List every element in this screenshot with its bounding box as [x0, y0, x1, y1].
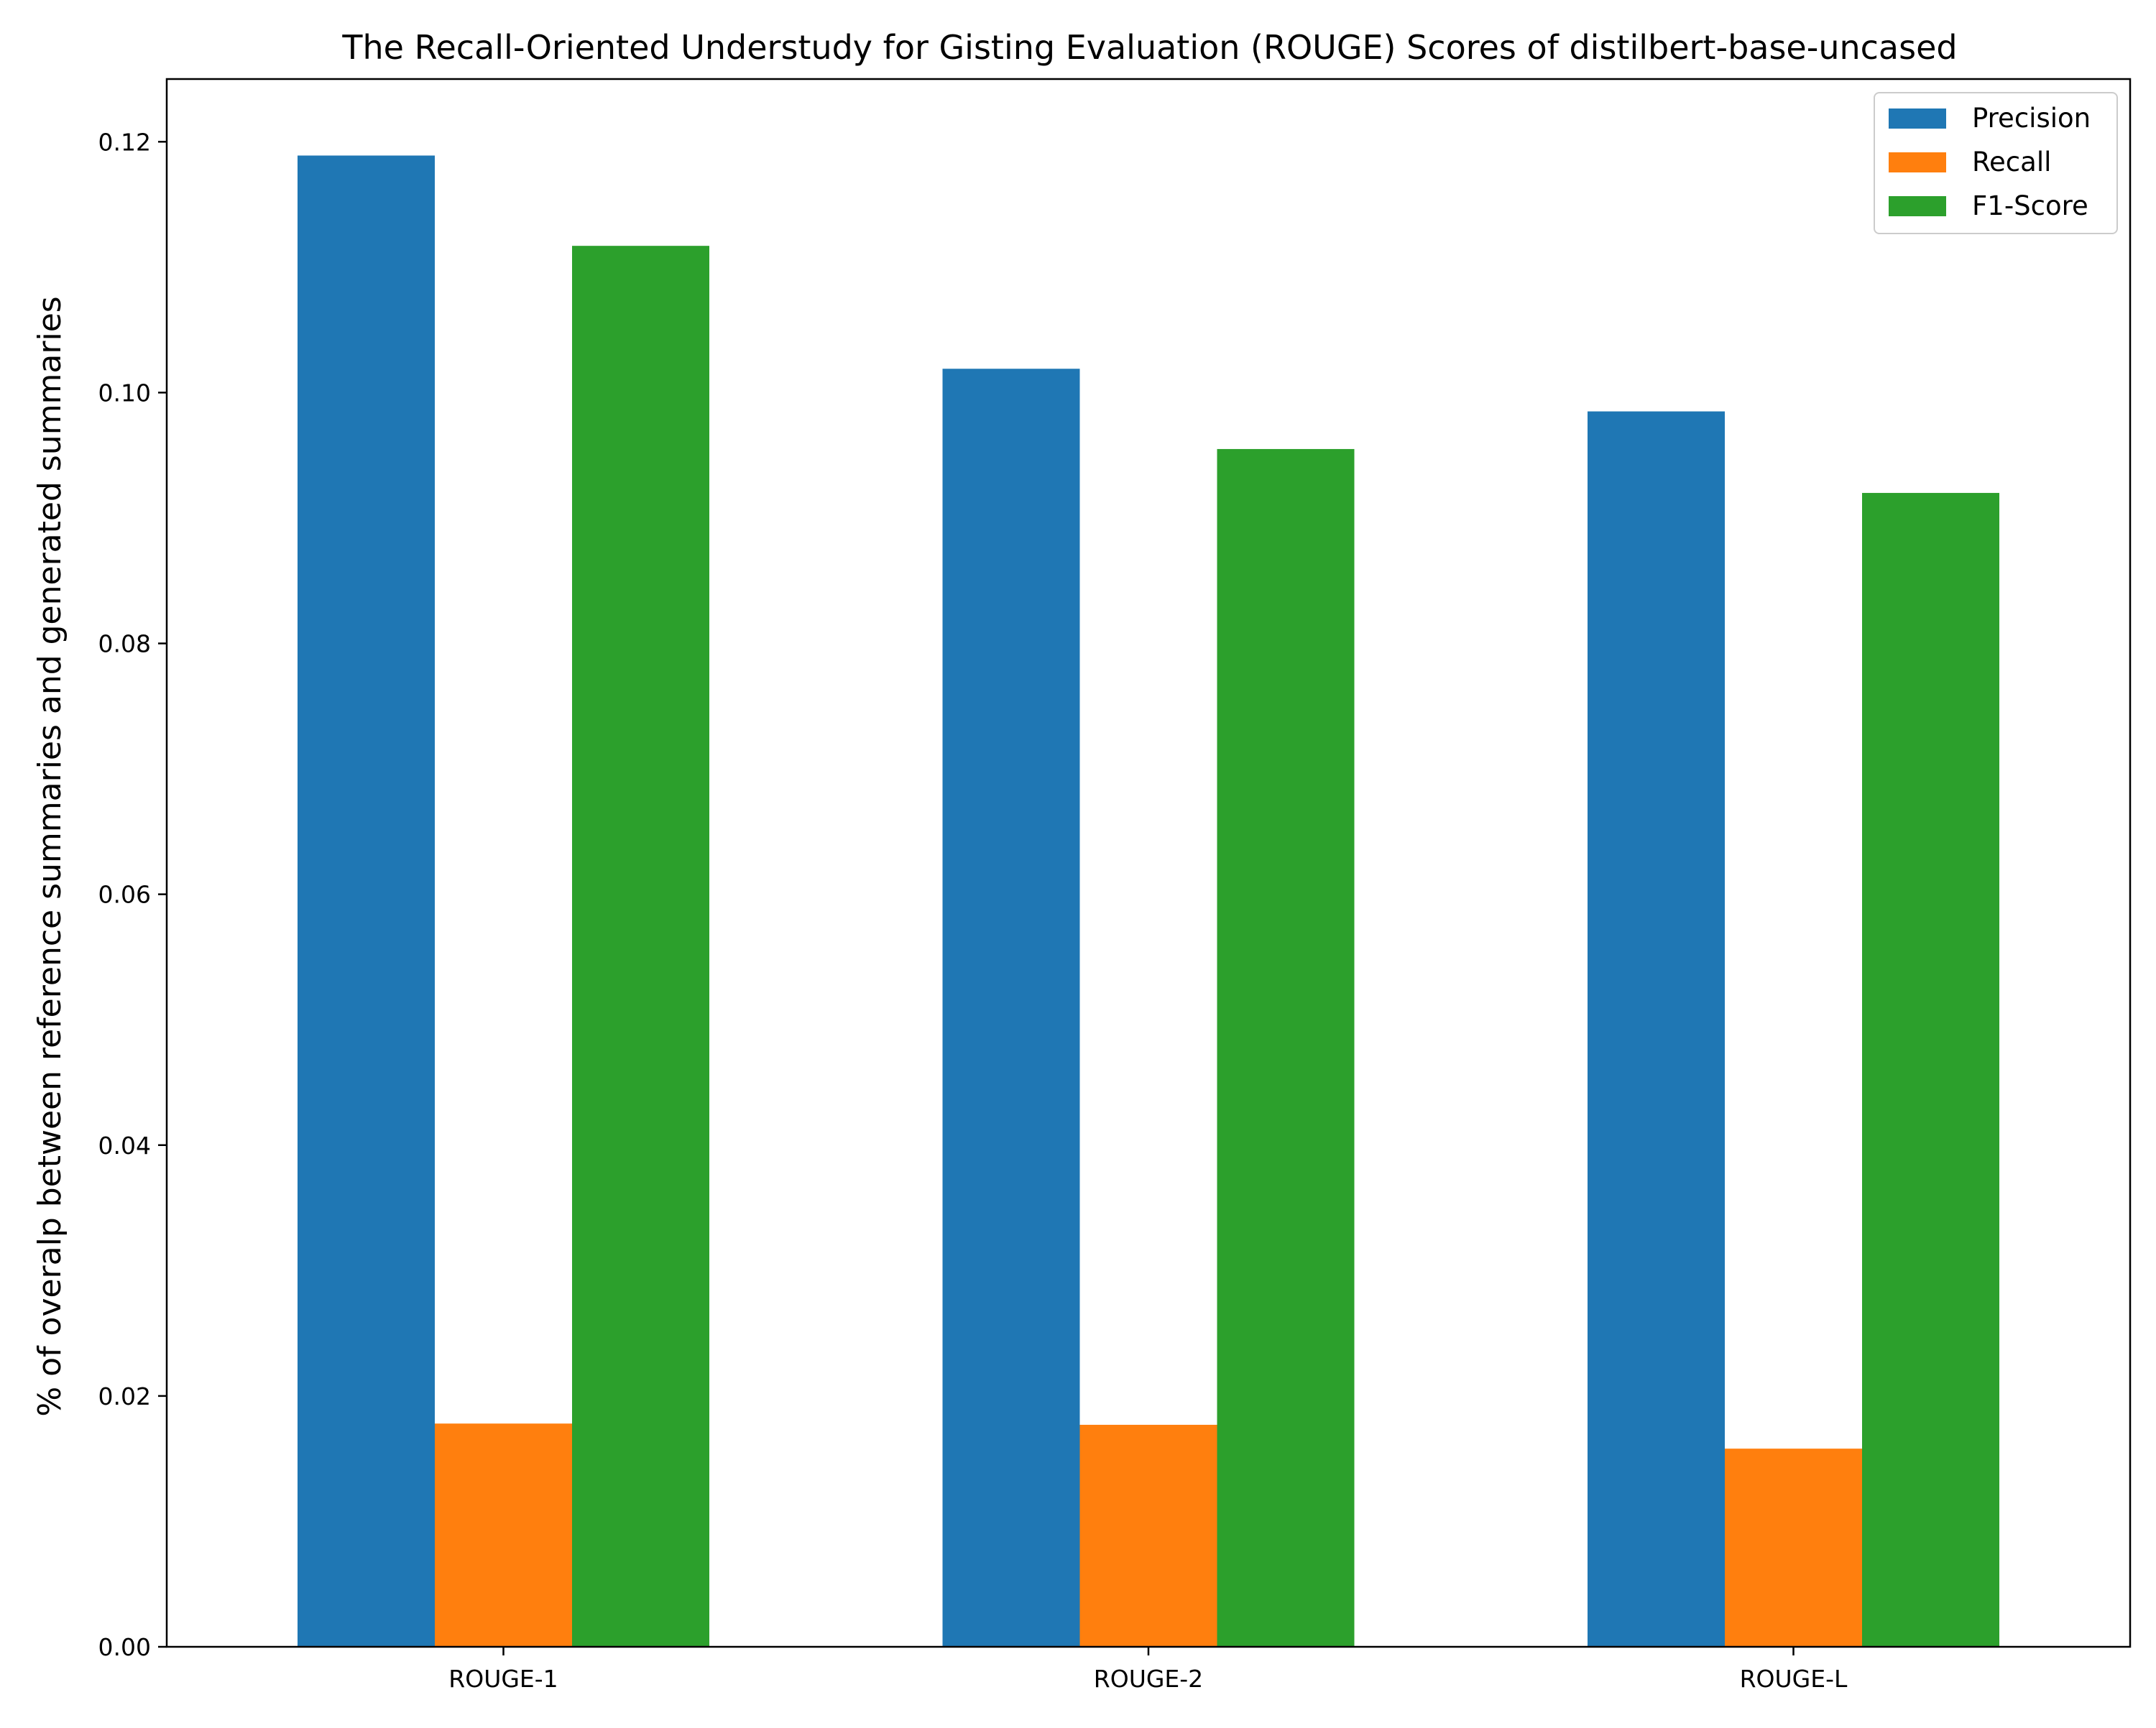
bar-rouge-1-precision [298, 155, 435, 1648]
bar-rouge-2-precision [942, 369, 1080, 1647]
bar-rouge-1-f1-score [572, 246, 709, 1647]
y-tick-label: 0.00 [98, 1633, 151, 1661]
legend-swatch-precision [1889, 108, 1946, 129]
legend-label-precision: Precision [1972, 103, 2091, 134]
y-axis-label: % of overalp between reference summaries… [32, 296, 68, 1416]
x-tick-label: ROUGE-L [1740, 1665, 1848, 1693]
x-axis: ROUGE-1 ROUGE-2 ROUGE-L [448, 1647, 1848, 1693]
bar-rouge-2-recall [1079, 1425, 1217, 1647]
chart-title: The Recall-Oriented Understudy for Gisti… [341, 28, 1957, 67]
legend-label-f1-score: F1-Score [1972, 190, 2088, 221]
y-axis: 0.00 0.02 0.04 0.06 0.08 0.10 0.12 [98, 128, 167, 1661]
x-tick-label: ROUGE-2 [1094, 1665, 1203, 1693]
legend-swatch-recall [1889, 152, 1946, 172]
plot-frame [165, 78, 2132, 1648]
y-tick-label: 0.06 [98, 881, 151, 909]
y-tick-label: 0.08 [98, 630, 151, 658]
y-tick-label: 0.10 [98, 379, 151, 407]
bar-rouge-l-precision [1588, 411, 1725, 1647]
y-tick-label: 0.12 [98, 128, 151, 156]
y-tick-label: 0.02 [98, 1382, 151, 1410]
legend-label-recall: Recall [1972, 147, 2051, 177]
bar-rouge-2-f1-score [1217, 448, 1355, 1648]
y-tick-label: 0.04 [98, 1132, 151, 1160]
bar-rouge-l-f1-score [1862, 493, 1999, 1647]
bars-layer [298, 155, 1999, 1648]
x-tick-label: ROUGE-1 [448, 1665, 558, 1693]
legend: Precision Recall F1-Score [1874, 92, 2118, 234]
legend-swatch-f1-score [1889, 196, 1946, 216]
bar-rouge-1-recall [435, 1423, 572, 1647]
bar-rouge-l-recall [1725, 1449, 1862, 1647]
